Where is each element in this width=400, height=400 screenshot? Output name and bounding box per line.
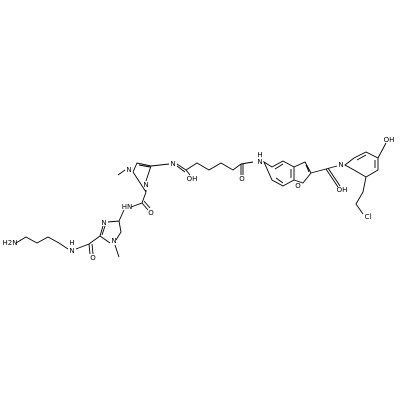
atom-label: N xyxy=(101,219,106,227)
atom-label: N xyxy=(170,160,175,168)
atom-label: OH xyxy=(187,175,198,183)
atom-label: N xyxy=(257,158,262,166)
atom-label: O xyxy=(148,209,154,217)
atom-label: O xyxy=(295,182,301,190)
atom-label: H2N xyxy=(3,239,18,247)
atom-label: N xyxy=(111,237,116,245)
bonds xyxy=(15,142,387,258)
atom-label: Cl xyxy=(365,213,372,221)
atom-label: N xyxy=(126,166,131,174)
atom-label: H xyxy=(69,239,74,247)
atom-label: HN xyxy=(122,203,133,211)
atom-label: OH xyxy=(337,186,348,194)
atom-label: N xyxy=(143,181,148,189)
atom-label: O xyxy=(90,254,96,262)
atom-label: N xyxy=(338,161,343,169)
atom-label: N xyxy=(69,247,74,255)
atom-label: H xyxy=(257,151,262,159)
atom-label: OH xyxy=(384,136,395,144)
atom-label: O xyxy=(239,175,245,183)
